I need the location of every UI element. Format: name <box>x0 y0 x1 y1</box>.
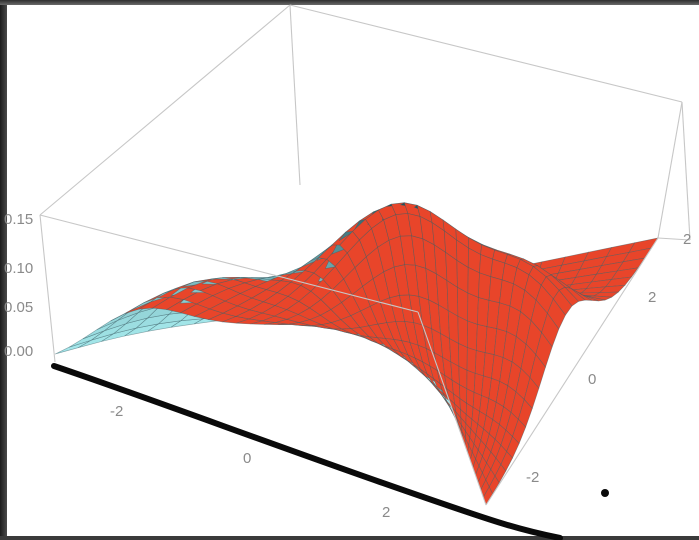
z-tick-label: 0.00 <box>4 343 33 360</box>
bounding-box-front <box>39 101 691 506</box>
surface-patch <box>458 342 468 371</box>
y-tick-label: 2 <box>648 289 656 306</box>
z-tick-label: 0.15 <box>4 211 33 228</box>
z-axis-ticks: 0.15 0.10 0.05 0.00 <box>4 211 33 360</box>
surface-patch <box>466 320 478 351</box>
surface-patch <box>54 339 92 355</box>
y-axis-ticks: 2 0 -2 2 <box>526 231 691 486</box>
y-tick-label: -2 <box>526 469 539 486</box>
black-pen-annotation <box>51 363 563 540</box>
x-axis-ticks: -2 0 2 <box>110 403 390 521</box>
surface-patch <box>478 272 492 301</box>
surface-mesh <box>54 202 659 506</box>
surface-patch <box>467 266 480 298</box>
window-left-edge <box>0 0 7 540</box>
x-tick-label: 2 <box>382 504 390 521</box>
z-tick-label: 0.05 <box>4 299 33 316</box>
surface-patch <box>457 315 468 348</box>
pen-dot-annotation <box>601 489 609 497</box>
bounding-box-back <box>39 4 683 239</box>
surface-patch <box>466 346 477 374</box>
window-bottom-edge <box>0 536 699 540</box>
y-tick-label: 0 <box>588 371 596 388</box>
x-tick-label: 0 <box>243 450 251 467</box>
back-axis-tick-label: 2 <box>683 231 691 248</box>
window-top-edge <box>0 0 699 5</box>
surface-patch <box>467 292 479 325</box>
z-tick-label: 0.10 <box>4 260 33 277</box>
surface-patch <box>466 369 476 393</box>
x-tick-label: -2 <box>110 403 123 420</box>
